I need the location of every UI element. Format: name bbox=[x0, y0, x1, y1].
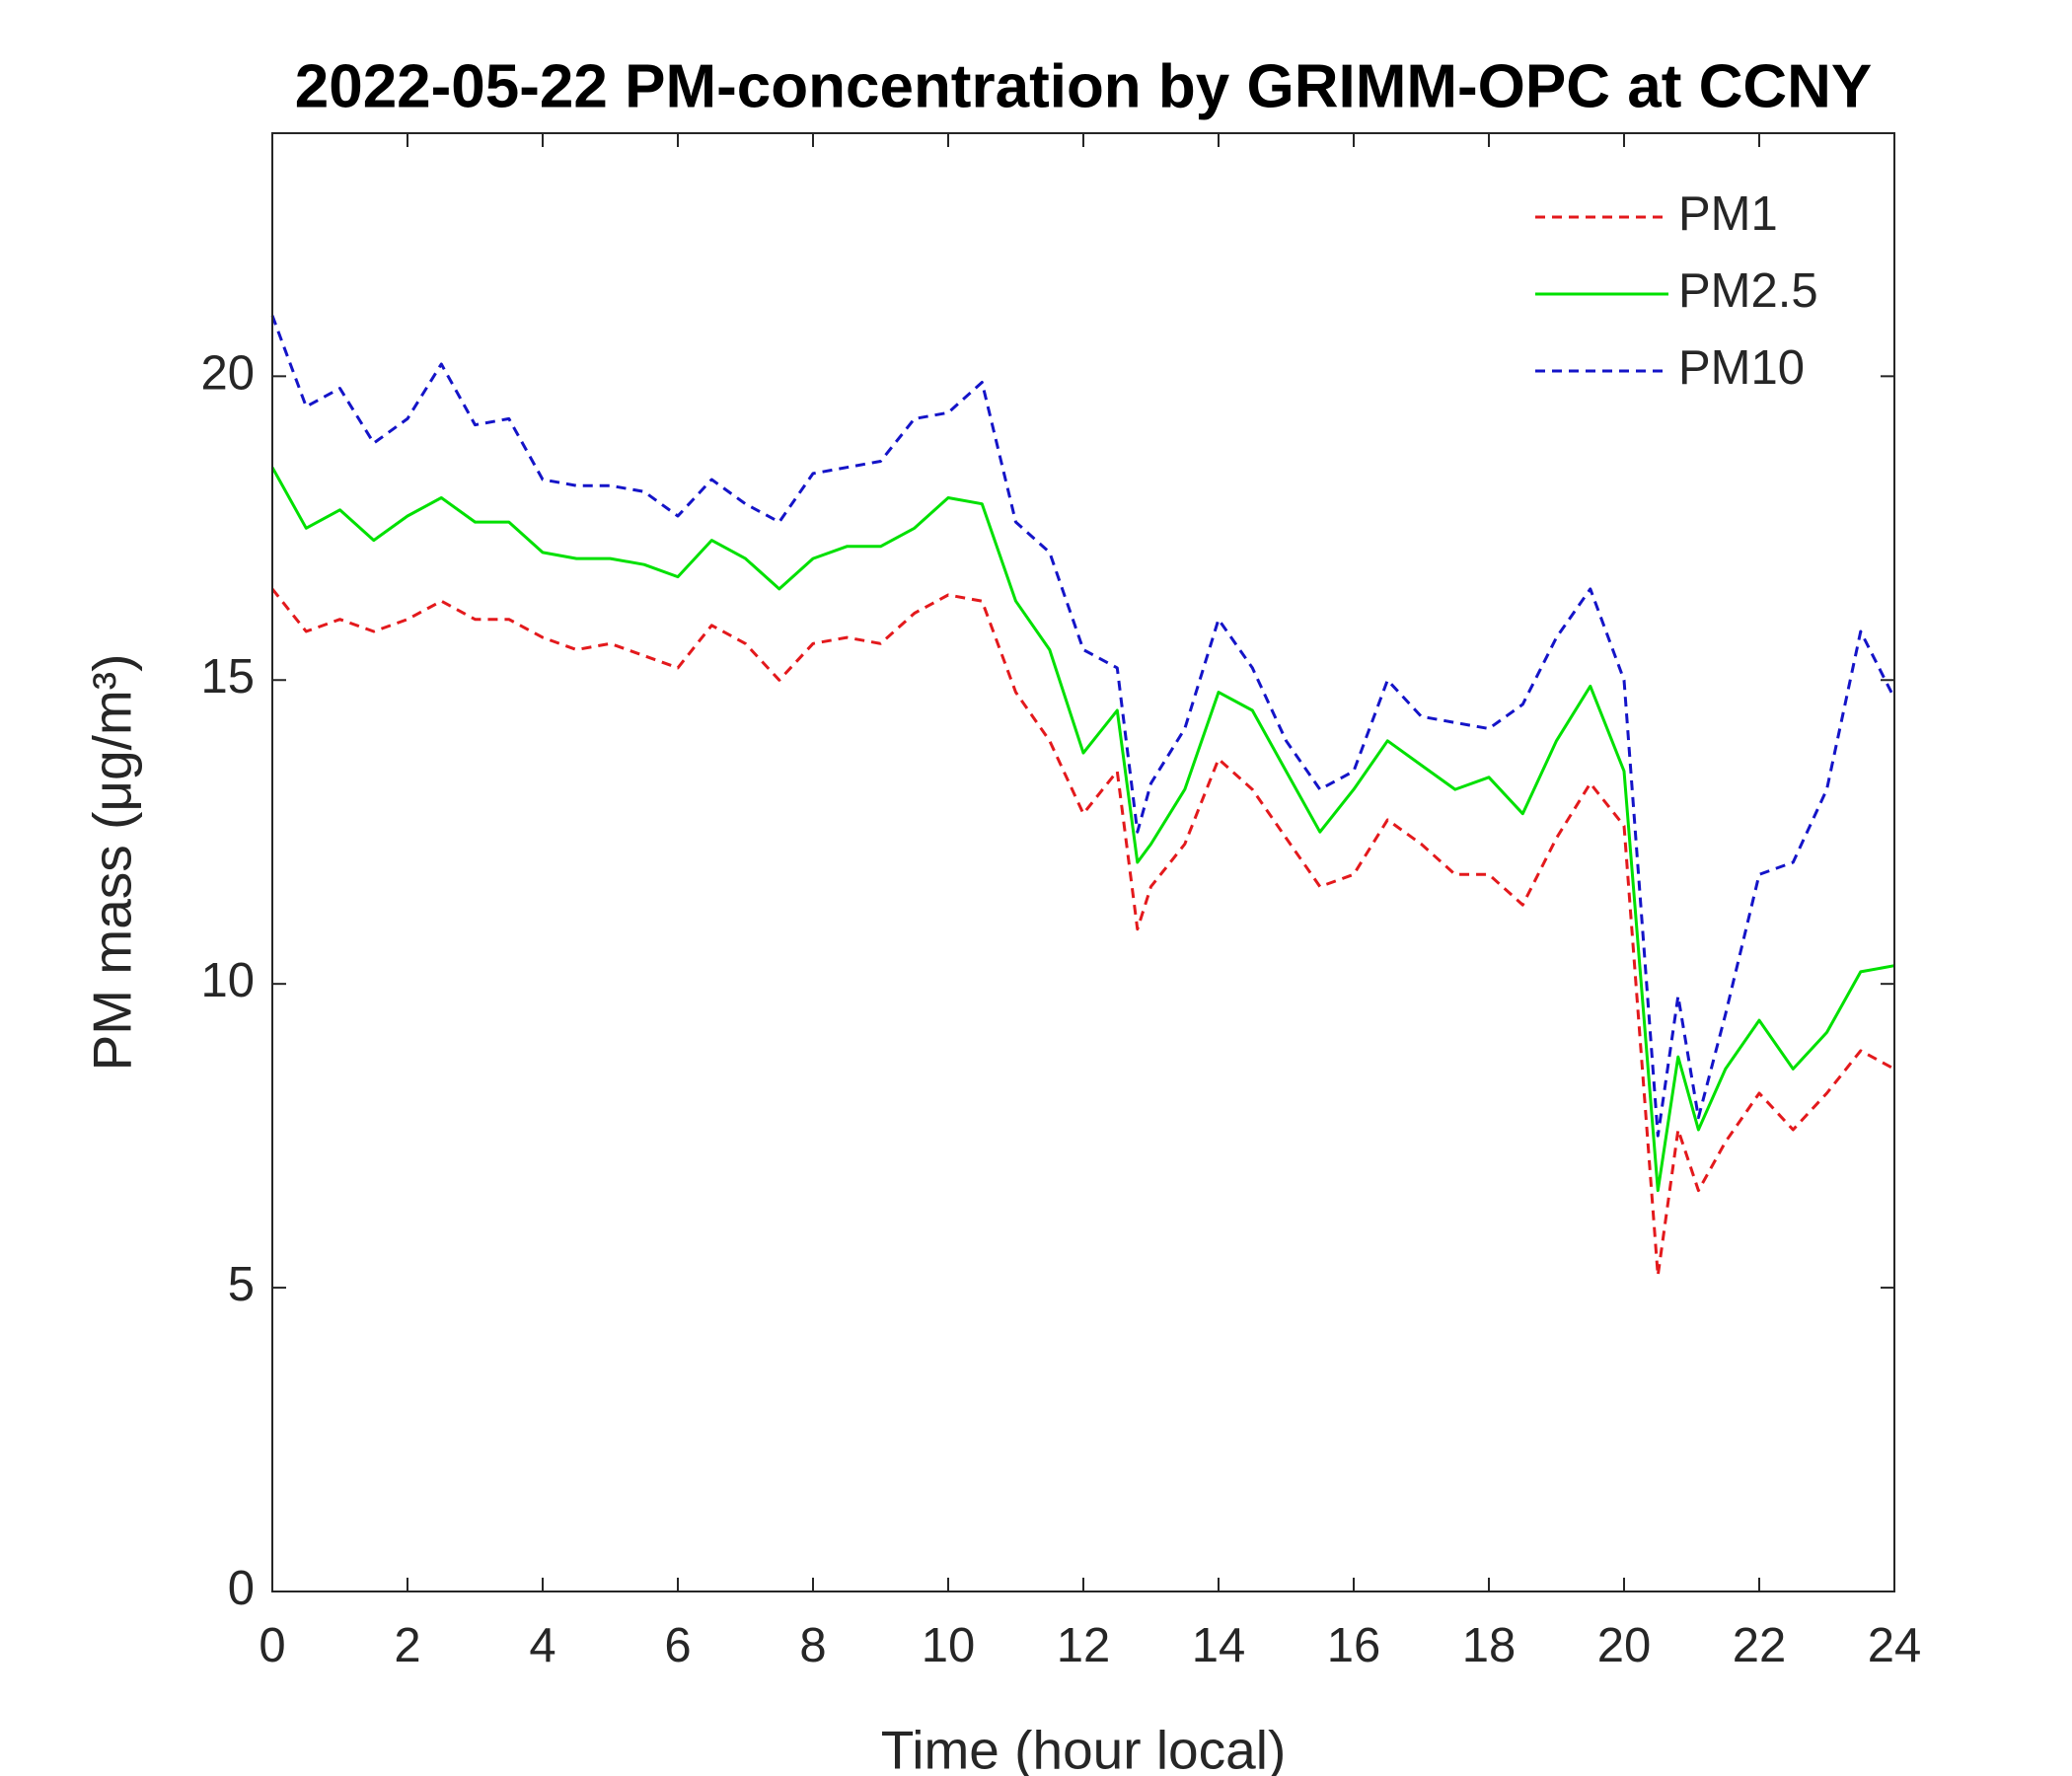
x-tick-label: 18 bbox=[1462, 1619, 1517, 1672]
x-tick-label: 4 bbox=[529, 1619, 555, 1672]
y-tick-label: 5 bbox=[228, 1258, 255, 1311]
series-line bbox=[270, 315, 1896, 1138]
x-axis-label: Time (hour local) bbox=[881, 1720, 1287, 1776]
x-tick-label: 10 bbox=[922, 1619, 976, 1672]
series-line bbox=[270, 587, 1895, 1278]
chart-title: 2022-05-22 PM-concentration by GRIMM-OPC… bbox=[295, 52, 1873, 120]
x-tick-label: 0 bbox=[259, 1619, 285, 1672]
y-tick-label: 10 bbox=[200, 954, 255, 1007]
x-tick-label: 8 bbox=[799, 1619, 826, 1672]
x-tick-label: 24 bbox=[1868, 1619, 1922, 1672]
x-tick-label: 16 bbox=[1327, 1619, 1381, 1672]
x-tick-label: 14 bbox=[1192, 1619, 1246, 1672]
y-tick-label: 0 bbox=[228, 1562, 255, 1615]
legend-label: PM1 bbox=[1678, 187, 1778, 241]
x-tick-label: 12 bbox=[1057, 1619, 1111, 1672]
series-line bbox=[270, 466, 1895, 1193]
y-tick-label: 20 bbox=[200, 346, 255, 400]
x-tick-label: 22 bbox=[1733, 1619, 1787, 1672]
x-tick-label: 20 bbox=[1597, 1619, 1652, 1672]
y-tick-label: 15 bbox=[200, 650, 255, 703]
legend-label: PM2.5 bbox=[1678, 264, 1818, 318]
y-axis-label: PM mass (μg/m³) bbox=[82, 654, 143, 1072]
axes-box bbox=[271, 132, 1895, 1592]
x-tick-label: 2 bbox=[394, 1619, 420, 1672]
x-tick-label: 6 bbox=[664, 1619, 691, 1672]
legend-label: PM10 bbox=[1678, 341, 1805, 395]
